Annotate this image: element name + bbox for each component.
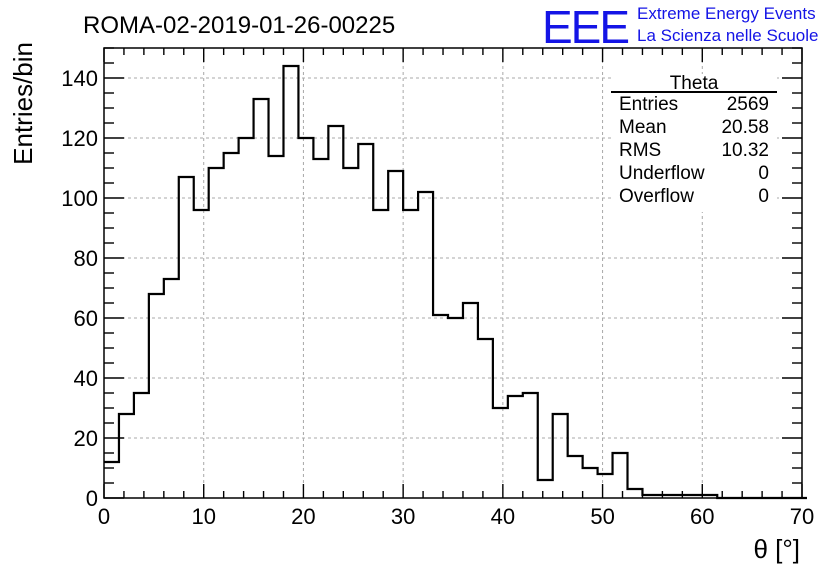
y-tick-label: 20 (74, 426, 98, 451)
stats-row-value: 0 (758, 186, 769, 207)
chart-title: ROMA-02-2019-01-26-00225 (83, 12, 395, 39)
stats-row-value: 0 (758, 163, 769, 184)
y-tick-label: 120 (61, 126, 98, 151)
stats-box: Theta Entries 2569 Mean 20.58 RMS 10.32 Underf… (611, 73, 777, 212)
histogram-bin (553, 414, 568, 498)
eee-logo: EEE Extreme Energy Events La Scienza nel… (542, 1, 818, 53)
histogram-bin (418, 192, 433, 498)
stats-box-background (611, 74, 777, 212)
x-tick-label: 50 (590, 504, 614, 529)
x-tick-label: 70 (790, 504, 814, 529)
histogram-bin (239, 138, 254, 498)
stats-rows: Entries 2569 Mean 20.58 RMS 10.32 Underflow 0 Ov… (619, 94, 769, 207)
histogram-bin (598, 474, 613, 498)
stats-row-label: Entries (619, 94, 678, 115)
x-tick-label: 10 (191, 504, 215, 529)
x-tick-label: 30 (391, 504, 415, 529)
histogram-outline (104, 64, 807, 500)
y-tick-label: 80 (74, 246, 98, 271)
histogram-bin (388, 171, 403, 498)
histogram-bin (628, 489, 643, 498)
y-tick-label: 100 (61, 186, 98, 211)
stats-row-value: 10.32 (721, 140, 769, 161)
histogram-bin (538, 480, 553, 498)
x-tick-label: 60 (690, 504, 714, 529)
histogram-bin (478, 339, 493, 498)
histogram-bin (179, 177, 194, 498)
histogram-bin (313, 159, 328, 498)
stats-row-label: RMS (619, 140, 661, 161)
y-tick-label: 60 (74, 306, 98, 331)
histogram-bin (149, 294, 164, 498)
x-tick-label: 0 (98, 504, 110, 529)
y-tick-label: 140 (61, 66, 98, 91)
histogram-bin (613, 453, 628, 498)
stats-row-value: 20.58 (721, 117, 769, 138)
histogram-bin (583, 468, 598, 498)
histogram-bin (508, 396, 523, 498)
histogram-bin (209, 168, 224, 498)
histogram-bin (448, 318, 463, 498)
eee-logo-line2: La Scienza nelle Scuole (637, 26, 818, 45)
histogram-bin (134, 393, 149, 498)
histogram-bin (373, 210, 388, 498)
stats-row-label: Underflow (619, 163, 705, 184)
x-axis-ticks: 0 10 20 30 40 50 60 70 (98, 48, 814, 529)
eee-logo-mark: EEE (542, 1, 628, 53)
histogram-bin (328, 126, 343, 498)
histogram-bin (568, 456, 583, 498)
x-tick-label: 20 (291, 504, 315, 529)
histogram-bin (463, 303, 478, 498)
eee-logo-line1: Extreme Energy Events (637, 4, 816, 23)
histogram-bin (298, 138, 313, 498)
y-tick-label: 40 (74, 366, 98, 391)
y-axis-ticks: 0 20 40 60 80 100 120 140 (61, 47, 802, 511)
y-tick-label: 0 (86, 486, 98, 511)
histogram-bin (283, 66, 298, 498)
stats-row-value: 2569 (727, 94, 769, 115)
histogram-bin (164, 279, 179, 498)
histogram-bin (119, 414, 134, 498)
histogram-bin (224, 153, 239, 498)
histogram-bin (343, 168, 358, 498)
histogram-bin (194, 210, 209, 498)
histogram-bin (403, 210, 418, 498)
histogram-bin (433, 315, 448, 498)
stats-box-title: Theta (670, 73, 719, 94)
histogram-bin (358, 144, 373, 498)
x-axis-label: θ [°] (753, 534, 800, 564)
stats-row-label: Overflow (619, 186, 694, 207)
histogram-bin (523, 393, 538, 498)
histogram-bin (493, 408, 508, 498)
x-tick-label: 40 (491, 504, 515, 529)
histogram-bin (269, 156, 284, 498)
y-axis-label: Entries/bin (8, 42, 38, 165)
stats-row-label: Mean (619, 117, 667, 138)
